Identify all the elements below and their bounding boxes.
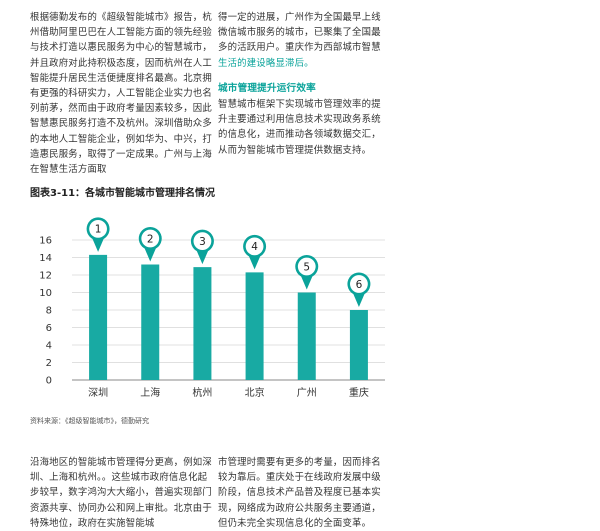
bar — [245, 272, 264, 380]
paragraph-bottom-right: 市管理时需要有更多的考量，因而排名较为靠后。重庆处于在线政府发展中级阶段，信息技… — [218, 457, 381, 529]
rank-marker-pointer — [144, 247, 157, 262]
x-tick-label: 北京 — [245, 386, 265, 399]
bar — [193, 267, 212, 380]
source-note: 资料来源：《超级智能城市》，德勤研究 — [30, 417, 149, 425]
y-axis-ticks: 0 2 4 6 8 10 12 14 16 — [39, 236, 52, 387]
body-text-bottom-right: 市管理时需要有更多的考量，因而排名较为靠后。重庆处于在线政府发展中级阶段，信息技… — [218, 455, 388, 531]
rank-marker-face — [193, 232, 212, 251]
x-tick-label: 广州 — [297, 387, 317, 399]
x-tick-label: 重庆 — [349, 386, 369, 399]
paragraph-top-right-2: 智慧城市框架下实现城市管理效率的提升主要通过利用信息技术实现政务系统的信息化，进… — [218, 99, 381, 156]
y-tick-label: 8 — [46, 306, 52, 317]
figure-title: 图表3-11：各城市智能城市管理排名情况 — [30, 188, 216, 199]
rank-number: 4 — [251, 241, 258, 253]
rank-marker: 5 — [295, 255, 319, 290]
x-tick-label: 上海 — [140, 386, 160, 399]
body-text-top-left: 根据德勤发布的《超级智能城市》报告，杭州借助阿里巴巴在人工智能方面的领先经验与技… — [30, 10, 215, 177]
rank-marker-pointer — [352, 293, 365, 307]
paragraph-top-right-text: 得一定的进展，广州作为全国最早上线微信城市服务的城市，已聚集了全国最多的活跃用户… — [218, 12, 381, 54]
y-tick-label: 2 — [46, 358, 52, 369]
bar — [89, 254, 108, 380]
rank-marker: 4 — [243, 234, 267, 270]
rank-marker-face — [89, 219, 107, 238]
rank-number: 3 — [199, 236, 206, 248]
bar — [297, 292, 316, 380]
rank-marker: 6 — [347, 272, 371, 307]
rank-marker-face — [297, 257, 316, 276]
x-tick-label: 深圳 — [88, 387, 108, 399]
rank-number: 2 — [147, 233, 154, 245]
rank-marker-face — [245, 237, 264, 256]
y-tick-label: 10 — [39, 288, 52, 299]
x-axis-ticks: 深圳 上海 杭州 北京 广州 重庆 — [88, 386, 369, 399]
x-tick-label: 杭州 — [192, 386, 212, 399]
y-tick-label: 14 — [39, 253, 52, 264]
body-text-bottom-left: 沿海地区的智能城市管理得分更高，例如深圳、上海和杭州。。这些城市政府信息化起步较… — [30, 455, 215, 531]
bar — [349, 310, 368, 380]
rank-marker-face — [350, 275, 368, 293]
rank-marker: 1 — [86, 217, 110, 252]
chart-grid — [72, 239, 385, 381]
rank-number: 1 — [95, 224, 102, 236]
rank-marker-pointer — [92, 237, 105, 252]
rank-marker: 3 — [190, 229, 214, 265]
paragraph-top-right: 得一定的进展，广州作为全国最早上线微信城市服务的城市，已聚集了全国最多的活跃用户… — [218, 10, 388, 71]
chart-bars — [89, 254, 368, 380]
body-text-top-right: 得一定的进展，广州作为全国最早上线微信城市服务的城市，已聚集了全国最多的活跃用户… — [218, 10, 388, 158]
paragraph-top-left: 根据德勤发布的《超级智能城市》报告，杭州借助阿里巴巴在人工智能方面的领先经验与技… — [30, 12, 212, 176]
y-tick-label: 16 — [39, 236, 52, 247]
y-tick-label: 12 — [39, 271, 52, 282]
rank-marker-pointer — [300, 275, 313, 290]
rank-markers: 1 2 3 4 5 6 — [86, 217, 371, 307]
y-tick-label: 6 — [46, 323, 52, 334]
rank-number: 5 — [303, 261, 310, 273]
section-subheading: 城市管理提升运行效率 — [218, 82, 316, 94]
rank-marker-pointer — [248, 255, 261, 270]
y-tick-label: 0 — [46, 376, 52, 387]
rank-marker: 2 — [138, 227, 162, 262]
rank-marker-pointer — [196, 250, 209, 265]
bar — [141, 264, 160, 380]
rank-marker-face — [141, 229, 160, 248]
y-tick-label: 4 — [46, 341, 52, 352]
paragraph-top-right-accent: 生活的建设略显滞后。 — [218, 57, 314, 69]
paragraph-bottom-left: 沿海地区的智能城市管理得分更高，例如深圳、上海和杭州。。这些城市政府信息化起步较… — [30, 457, 212, 529]
rank-number: 6 — [356, 279, 363, 291]
